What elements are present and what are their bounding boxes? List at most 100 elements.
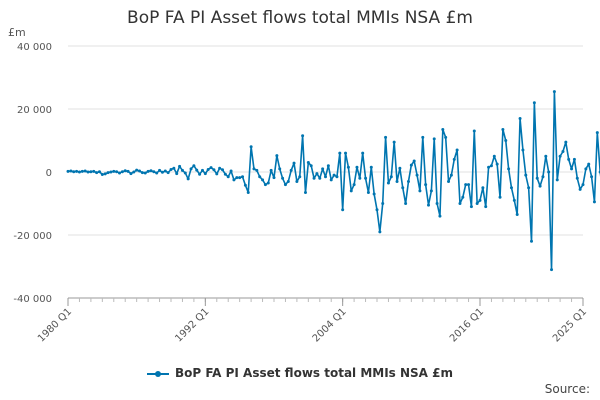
- data-point[interactable]: [386, 181, 390, 185]
- data-point[interactable]: [215, 172, 219, 176]
- data-point[interactable]: [575, 176, 579, 180]
- data-point[interactable]: [478, 198, 482, 202]
- data-point[interactable]: [289, 168, 293, 172]
- data-point[interactable]: [72, 170, 76, 174]
- data-point[interactable]: [398, 166, 402, 170]
- data-point[interactable]: [452, 157, 456, 161]
- data-point[interactable]: [335, 175, 339, 179]
- data-point[interactable]: [518, 116, 522, 120]
- data-point[interactable]: [409, 163, 413, 167]
- data-point[interactable]: [395, 179, 399, 183]
- data-point[interactable]: [83, 169, 87, 173]
- data-point[interactable]: [464, 183, 468, 187]
- data-point[interactable]: [229, 169, 233, 173]
- data-point[interactable]: [415, 173, 419, 177]
- data-point[interactable]: [160, 170, 164, 174]
- data-point[interactable]: [149, 169, 153, 173]
- data-point[interactable]: [418, 189, 422, 193]
- data-point[interactable]: [592, 200, 596, 204]
- data-point[interactable]: [301, 134, 305, 138]
- data-point[interactable]: [392, 140, 396, 144]
- data-point[interactable]: [326, 164, 330, 168]
- data-point[interactable]: [186, 177, 190, 181]
- data-point[interactable]: [544, 154, 548, 158]
- data-point[interactable]: [361, 151, 365, 155]
- data-point[interactable]: [283, 183, 287, 187]
- data-point[interactable]: [378, 230, 382, 234]
- data-point[interactable]: [132, 170, 136, 174]
- data-point[interactable]: [75, 169, 79, 173]
- data-point[interactable]: [504, 139, 508, 142]
- data-point[interactable]: [112, 169, 116, 173]
- data-point[interactable]: [570, 167, 574, 171]
- data-point[interactable]: [263, 183, 267, 187]
- legend[interactable]: BoP FA PI Asset flows total MMIs NSA £m: [0, 366, 600, 380]
- data-point[interactable]: [458, 202, 462, 205]
- data-point[interactable]: [318, 176, 322, 180]
- data-point[interactable]: [89, 170, 93, 174]
- data-point[interactable]: [252, 167, 256, 171]
- data-point[interactable]: [355, 165, 359, 169]
- data-point[interactable]: [489, 164, 493, 168]
- data-point[interactable]: [226, 175, 230, 179]
- data-point[interactable]: [366, 190, 370, 194]
- data-point[interactable]: [455, 148, 459, 152]
- data-point[interactable]: [261, 178, 265, 182]
- data-point[interactable]: [461, 195, 465, 199]
- data-point[interactable]: [269, 168, 273, 172]
- data-point[interactable]: [92, 169, 96, 173]
- data-point[interactable]: [206, 167, 210, 171]
- data-point[interactable]: [158, 168, 162, 172]
- data-point[interactable]: [567, 157, 571, 161]
- data-point[interactable]: [584, 167, 588, 171]
- data-point[interactable]: [138, 169, 142, 173]
- data-point[interactable]: [115, 170, 119, 174]
- data-point[interactable]: [95, 171, 99, 175]
- data-point[interactable]: [444, 135, 448, 139]
- data-point[interactable]: [404, 202, 408, 205]
- data-point[interactable]: [143, 171, 147, 175]
- data-point[interactable]: [507, 167, 511, 171]
- data-point[interactable]: [249, 145, 253, 149]
- data-point[interactable]: [369, 165, 373, 169]
- data-point[interactable]: [550, 268, 554, 272]
- data-point[interactable]: [329, 178, 333, 182]
- data-point[interactable]: [578, 187, 582, 191]
- data-point[interactable]: [86, 170, 90, 174]
- data-point[interactable]: [266, 181, 270, 185]
- data-point[interactable]: [475, 202, 479, 205]
- data-point[interactable]: [258, 175, 262, 179]
- data-point[interactable]: [512, 198, 516, 202]
- data-point[interactable]: [303, 190, 307, 194]
- data-point[interactable]: [292, 161, 296, 165]
- data-point[interactable]: [129, 172, 133, 176]
- data-point[interactable]: [435, 202, 439, 205]
- data-point[interactable]: [169, 167, 173, 171]
- data-point[interactable]: [349, 189, 353, 193]
- data-point[interactable]: [555, 178, 559, 182]
- data-point[interactable]: [441, 127, 445, 131]
- data-point[interactable]: [118, 171, 121, 175]
- data-point[interactable]: [306, 161, 310, 165]
- data-point[interactable]: [338, 151, 342, 155]
- data-point[interactable]: [532, 101, 536, 105]
- data-point[interactable]: [178, 164, 182, 168]
- data-point[interactable]: [69, 169, 73, 173]
- data-point[interactable]: [275, 154, 279, 158]
- data-point[interactable]: [140, 171, 144, 175]
- data-point[interactable]: [255, 168, 259, 172]
- data-point[interactable]: [209, 166, 213, 170]
- data-point[interactable]: [172, 166, 176, 170]
- data-point[interactable]: [175, 172, 179, 176]
- data-point[interactable]: [501, 127, 505, 131]
- data-point[interactable]: [344, 151, 348, 155]
- data-point[interactable]: [564, 140, 568, 144]
- data-point[interactable]: [298, 175, 302, 179]
- data-point[interactable]: [527, 186, 531, 190]
- data-point[interactable]: [384, 135, 388, 139]
- data-point[interactable]: [364, 176, 368, 180]
- data-point[interactable]: [521, 148, 525, 152]
- data-point[interactable]: [495, 162, 499, 166]
- data-point[interactable]: [375, 208, 379, 212]
- data-point[interactable]: [218, 166, 222, 170]
